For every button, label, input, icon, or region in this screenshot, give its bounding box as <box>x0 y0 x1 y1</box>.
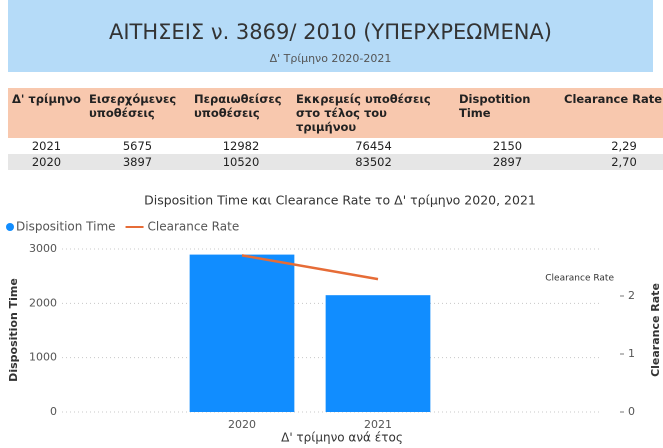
bar <box>189 254 295 412</box>
table-cell: 3897 <box>85 154 190 170</box>
data-table: Δ' τρίμηνο Εισερχόμενες υποθέσεις Περαιωθε… <box>8 88 663 170</box>
y2-tick-label: 0 <box>628 405 635 418</box>
y-tick-label: 1000 <box>29 351 57 364</box>
y-tick-label: 0 <box>50 405 57 418</box>
banner: ΑΙΤΗΣΕΙΣ ν. 3869/ 2010 (ΥΠΕΡΧΡΕΩΜΕΝΑ) Δ'… <box>8 0 653 72</box>
table-cell: 83502 <box>292 154 455 170</box>
column-header: Εκκρεμείς υποθέσεις στο τέλος του τριμήν… <box>292 88 455 138</box>
table-row: 2020 3897 10520 83502 2897 2,70 <box>8 154 663 170</box>
column-header: Περαιωθείσες υποθέσεις <box>190 88 292 138</box>
y2-series-title: Clearance Rate <box>545 274 614 284</box>
line <box>241 254 379 281</box>
column-header: Δ' τρίμηνο <box>8 88 85 138</box>
page-title: ΑΙΤΗΣΕΙΣ ν. 3869/ 2010 (ΥΠΕΡΧΡΕΩΜΕΝΑ) <box>108 20 552 44</box>
table-cell: 76454 <box>292 138 455 154</box>
table-cell: 2021 <box>8 138 85 154</box>
x-axis-title: Δ' τρίμηνο ανά έτος <box>281 431 403 445</box>
y-axis-title: Disposition Time <box>7 278 20 382</box>
y2-axis-title: Clearance Rate <box>649 283 662 377</box>
table-cell: 10520 <box>190 154 292 170</box>
y-tick-label: 2000 <box>29 296 57 309</box>
legend-label: Clearance Rate <box>148 220 240 234</box>
legend-label: Disposition Time <box>16 220 116 234</box>
header-row: Δ' τρίμηνο Εισερχόμενες υποθέσεις Περαιωθε… <box>8 88 663 138</box>
column-header: Dispotition Time <box>455 88 560 138</box>
chart-title: Disposition Time και Clearance Rate το Δ… <box>144 193 536 208</box>
table-cell: 2020 <box>8 154 85 170</box>
table-cell: 12982 <box>190 138 292 154</box>
page-subtitle: Δ' Τρίμηνο 2020-2021 <box>269 52 392 65</box>
chart: Disposition Time και Clearance Rate το Δ… <box>6 193 662 445</box>
x-tick-label: 2020 <box>228 418 256 431</box>
table-cell: 2,70 <box>560 154 663 170</box>
legend-swatch <box>6 223 14 231</box>
column-header: Εισερχόμενες υποθέσεις <box>85 88 190 138</box>
table-cell: 2150 <box>455 138 560 154</box>
bar <box>325 295 431 412</box>
table-row: 2021 5675 12982 76454 2150 2,29 <box>8 138 663 154</box>
y2-tick-label: 1 <box>628 347 635 360</box>
x-tick-label: 2021 <box>364 418 392 431</box>
table-cell: 2,29 <box>560 138 663 154</box>
table-cell: 2897 <box>455 154 560 170</box>
y2-tick-label: 2 <box>628 289 635 302</box>
table-cell: 5675 <box>85 138 190 154</box>
column-header: Clearance Rate <box>560 88 663 138</box>
y-tick-label: 3000 <box>29 242 57 255</box>
